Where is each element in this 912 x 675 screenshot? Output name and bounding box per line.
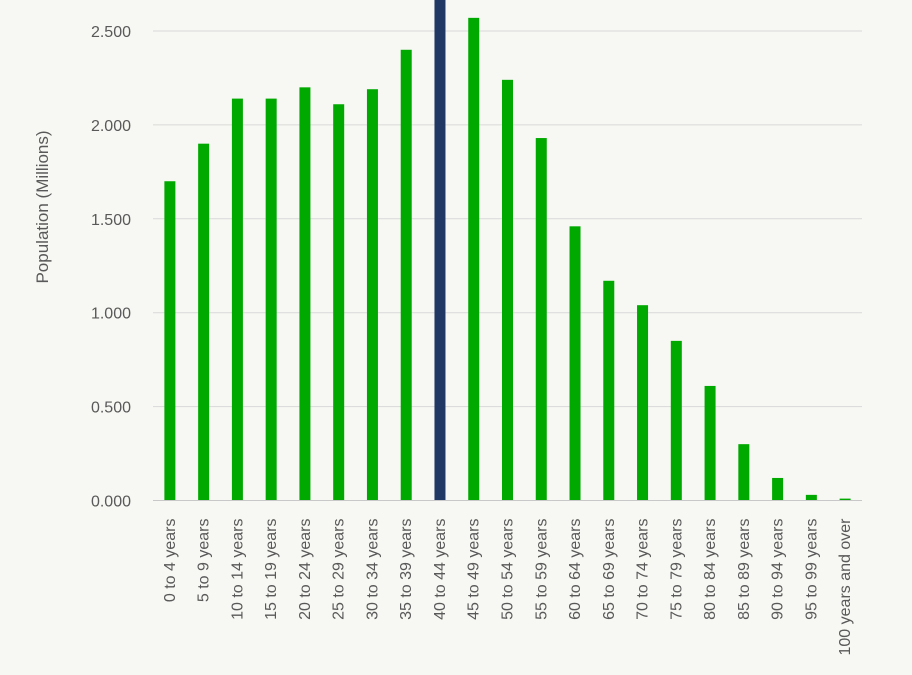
- bar: [738, 444, 750, 501]
- x-tick-label: 90 to 94 years: [770, 519, 787, 620]
- y-tick-label: 0.500: [91, 400, 131, 417]
- y-axis-title: Population (Millions): [33, 130, 52, 283]
- bar: [468, 17, 480, 501]
- bar: [772, 477, 784, 501]
- x-tick-label: 100 years and over: [837, 518, 854, 656]
- x-tick-label: 45 to 49 years: [466, 519, 483, 620]
- bars: [164, 0, 851, 501]
- x-tick-label: 35 to 39 years: [398, 519, 415, 620]
- bar: [164, 181, 176, 501]
- bar: [231, 98, 243, 501]
- x-tick-label: 0 to 4 years: [162, 519, 179, 603]
- x-tick-label: 75 to 79 years: [668, 519, 685, 620]
- x-tick-label: 50 to 54 years: [500, 519, 517, 620]
- x-tick-label: 80 to 84 years: [702, 519, 719, 620]
- bar: [400, 49, 412, 501]
- bar: [434, 0, 446, 501]
- x-tick-label: 40 to 44 years: [432, 519, 449, 620]
- x-tick-label: 25 to 29 years: [331, 519, 348, 620]
- bar: [704, 385, 716, 501]
- bar: [502, 79, 513, 501]
- y-tick-label: 0.000: [91, 494, 131, 511]
- x-tick-label: 15 to 19 years: [263, 519, 280, 620]
- x-tick-label: 30 to 34 years: [364, 519, 381, 620]
- bar: [333, 104, 345, 501]
- x-tick-label: 55 to 59 years: [533, 519, 550, 620]
- bar: [198, 143, 210, 501]
- bar: [535, 138, 547, 501]
- x-tick-label: 95 to 99 years: [803, 519, 820, 620]
- bar: [265, 98, 277, 501]
- y-axis-tick-labels: 0.000 0.500 1.000 1.500 2.000 2.500: [91, 24, 131, 511]
- bar: [366, 89, 378, 501]
- y-tick-label: 2.500: [91, 24, 131, 41]
- x-tick-label: 70 to 74 years: [635, 519, 652, 620]
- x-tick-label: 60 to 64 years: [567, 519, 584, 620]
- x-tick-label: 20 to 24 years: [297, 519, 314, 620]
- bar: [603, 280, 615, 501]
- x-tick-label: 10 to 14 years: [229, 519, 246, 620]
- y-tick-label: 2.000: [91, 118, 131, 135]
- x-axis-tick-labels: 0 to 4 years 5 to 9 years 10 to 14 years 15…: [162, 518, 854, 656]
- bar: [569, 226, 581, 501]
- x-tick-label: 85 to 89 years: [736, 519, 753, 620]
- bar: [299, 87, 311, 501]
- x-tick-label: 5 to 9 years: [196, 519, 213, 603]
- y-tick-label: 1.500: [91, 212, 131, 229]
- bar: [637, 305, 649, 501]
- bar: [670, 340, 682, 501]
- x-tick-label: 65 to 69 years: [601, 519, 618, 620]
- bar: [805, 494, 817, 501]
- bar: [839, 498, 851, 501]
- y-tick-label: 1.000: [91, 306, 131, 323]
